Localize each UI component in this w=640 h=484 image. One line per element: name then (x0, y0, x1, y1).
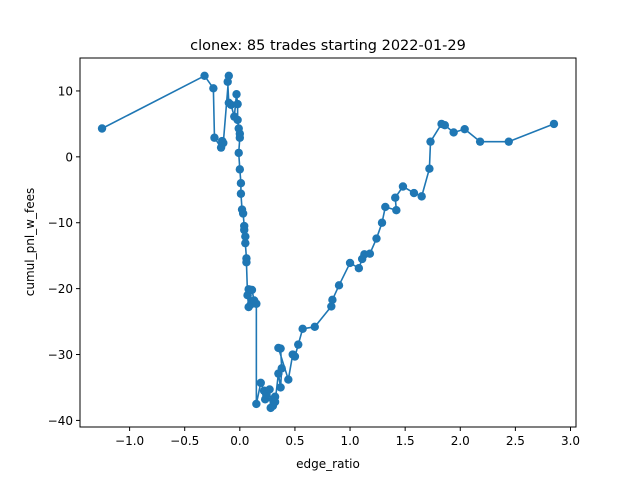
y-tick-label: −30 (48, 348, 73, 362)
x-tick-label: 3.0 (561, 434, 580, 448)
y-tick-label: −20 (48, 282, 73, 296)
data-point (377, 218, 387, 227)
x-tick-label: 2.0 (451, 434, 470, 448)
x-tick-label: −0.5 (170, 434, 199, 448)
axes-frame (79, 57, 577, 428)
data-point (238, 209, 248, 218)
data-point (298, 324, 307, 334)
data-point (475, 137, 485, 146)
data-point (247, 285, 257, 295)
x-tick-label: 0.0 (230, 434, 249, 448)
data-point (233, 99, 242, 109)
data-point (440, 121, 450, 130)
data-point (223, 77, 232, 86)
data-point (504, 137, 513, 146)
data-point (328, 295, 337, 305)
x-tick-label: 1.5 (396, 434, 415, 448)
data-point (234, 148, 243, 158)
y-axis-label: cumul_pnl_w_fees (23, 188, 37, 296)
data-point (235, 165, 245, 174)
data-point (334, 281, 344, 290)
data-point (276, 383, 285, 392)
data-point (290, 352, 300, 361)
y-tick-label: −40 (48, 414, 73, 428)
data-point (425, 164, 434, 173)
data-point (398, 182, 408, 191)
plot-area (97, 71, 559, 413)
data-point (256, 378, 265, 388)
x-tick-label: 0.5 (285, 434, 304, 448)
data-point (449, 128, 458, 137)
data-point (232, 90, 241, 99)
data-point (365, 249, 375, 258)
data-point (294, 340, 303, 349)
data-point (200, 71, 209, 80)
data-point (241, 238, 250, 248)
data-point (409, 188, 419, 198)
data-point (426, 137, 435, 146)
data-point (381, 202, 390, 212)
y-tick-label: −10 (48, 216, 73, 230)
y-tick-label: 10 (58, 84, 73, 98)
x-axis: −1.0 −0.5 0.0 0.5 1.0 1.5 2.0 2.5 3.0 (115, 427, 580, 448)
data-point (274, 343, 283, 353)
x-tick-label: −1.0 (115, 434, 144, 448)
data-point (345, 258, 355, 268)
data-point (270, 397, 280, 407)
data-point (391, 193, 400, 202)
data-point (242, 258, 251, 267)
data-point (209, 84, 218, 93)
data-point (252, 399, 261, 409)
data-point (277, 364, 286, 373)
data-point (392, 206, 401, 215)
data-point (372, 234, 381, 243)
x-axis-label: edge_ratio (296, 457, 360, 471)
data-point (236, 189, 246, 198)
data-point (233, 115, 242, 125)
data-point (236, 179, 246, 188)
data-point (265, 385, 274, 394)
data-point (241, 232, 250, 241)
data-point (235, 133, 245, 142)
data-point (310, 322, 319, 332)
data-point (252, 299, 261, 308)
y-axis: −40 −30 −20 −10 0 10 (48, 84, 80, 428)
x-tick-label: 1.0 (340, 434, 359, 448)
data-point (97, 124, 107, 133)
data-point (327, 302, 336, 311)
data-point (210, 133, 219, 142)
data-point (549, 119, 559, 129)
chart-title: clonex: 85 trades starting 2022-01-29 (190, 38, 466, 54)
data-point (417, 192, 426, 201)
y-tick-label: 0 (65, 150, 73, 164)
x-tick-label: 2.5 (506, 434, 525, 448)
data-point (284, 375, 293, 384)
data-point (226, 100, 236, 109)
data-point (219, 138, 228, 148)
data-point (240, 225, 249, 235)
data-point (460, 124, 469, 134)
data-point (354, 264, 364, 273)
